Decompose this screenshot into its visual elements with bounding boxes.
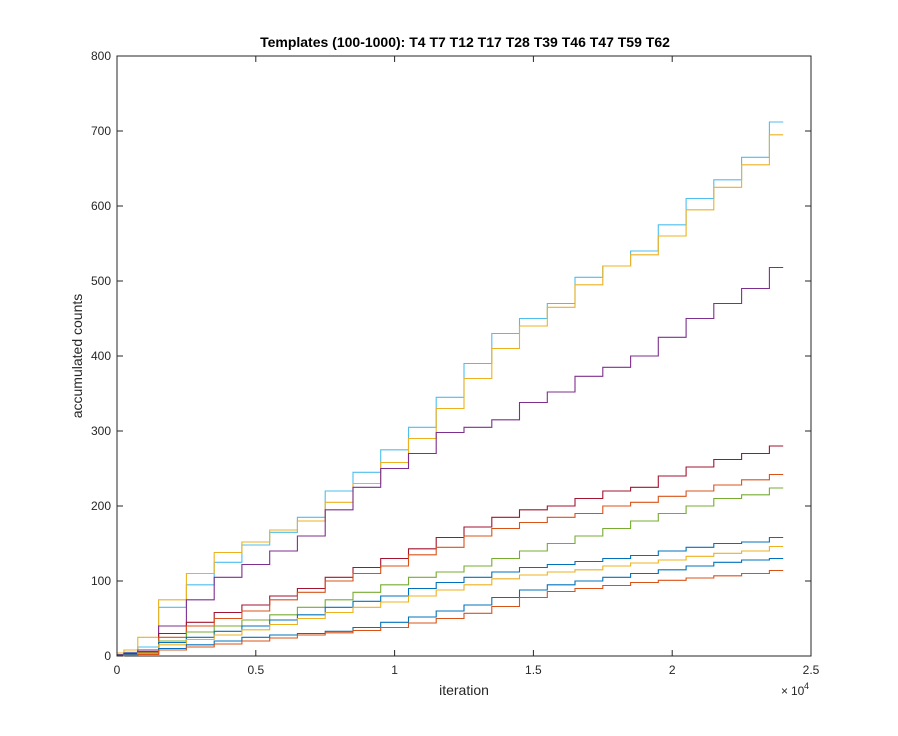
y-tick-label: 600 [91, 199, 111, 213]
y-tick-label: 0 [104, 649, 111, 663]
x-exponent: 4 [804, 681, 809, 691]
x-exponent-label: × 10 4 [781, 681, 809, 698]
y-tick-label: 100 [91, 574, 111, 588]
x-tick-label: 1 [391, 663, 398, 677]
y-tick-label: 200 [91, 499, 111, 513]
series-line-10 [117, 569, 784, 657]
y-tick-label: 400 [91, 349, 111, 363]
svg-text:10: 10 [791, 684, 805, 698]
x-tick-label: 0 [114, 663, 121, 677]
x-axis: 0 0.5 1 1.5 2 2.5 [114, 56, 820, 677]
x-axis-label: iteration [439, 682, 489, 698]
series-line-8 [117, 545, 784, 657]
x-tick-label: 2.5 [803, 663, 820, 677]
x-tick-label: 0.5 [247, 663, 264, 677]
series-line-7 [117, 536, 784, 656]
y-tick-label: 300 [91, 424, 111, 438]
svg-text:×: × [781, 684, 788, 698]
y-tick-label: 500 [91, 274, 111, 288]
series-layer [117, 121, 784, 657]
series-line-5 [117, 473, 784, 656]
x-tick-label: 1.5 [525, 663, 542, 677]
chart-title: Templates (100-1000): T4 T7 T12 T17 T28 … [260, 34, 670, 50]
x-tick-label: 2 [669, 663, 676, 677]
series-line-3 [117, 266, 784, 656]
series-line-6 [117, 487, 784, 656]
series-line-9 [117, 557, 784, 657]
y-tick-label: 800 [91, 49, 111, 63]
series-line-2 [117, 134, 784, 654]
y-axis-label: accumulated counts [69, 294, 85, 419]
series-line-4 [117, 445, 784, 656]
y-axis: 0 100 200 300 400 500 600 700 800 [91, 49, 811, 663]
y-tick-label: 700 [91, 124, 111, 138]
